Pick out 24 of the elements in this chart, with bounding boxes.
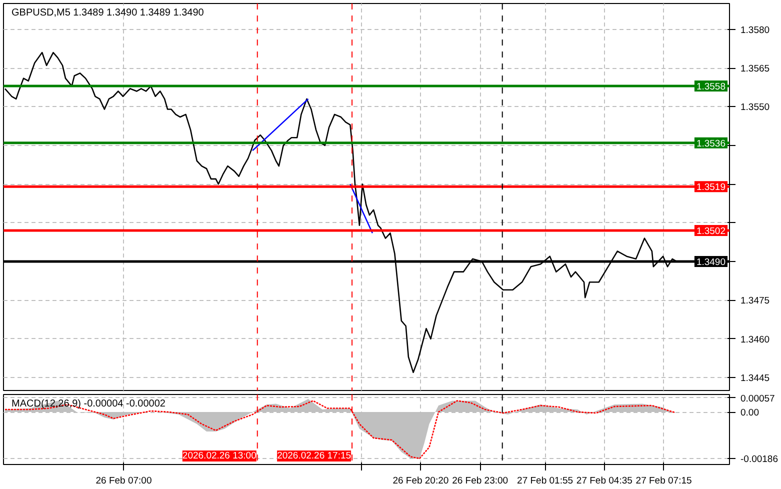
ref-line-label: 1.3519 [696, 182, 726, 194]
ref-line-label: 1.3558 [696, 82, 726, 93]
ref-line-label: 2026.02.26 17:15 [277, 450, 352, 462]
y-tick-label: -0.00186 [740, 454, 778, 465]
x-tick-label: 26 Feb 07:00 [96, 476, 152, 486]
x-tick-label: 27 Feb 07:15 [636, 476, 692, 486]
y-tick-label: 1.3460 [740, 334, 770, 346]
x-tick-label: 26 Feb 20:20 [392, 476, 449, 486]
ref-line-label: 1.3490 [696, 257, 726, 268]
chart-title: GBPUSD,M5 1.3489 1.3490 1.3489 1.3490 [12, 8, 204, 18]
x-tick-label: 27 Feb 04:35 [576, 476, 632, 486]
y-tick-label: 1.3565 [740, 64, 770, 74]
y-tick-label: 1.3550 [740, 102, 770, 114]
ref-line-label: 2026.02.26 13:00 [182, 450, 256, 462]
x-tick-label: 26 Feb 23:00 [452, 476, 508, 486]
ref-line-label: 1.3502 [696, 226, 726, 238]
y-tick-label: 1.3580 [740, 24, 770, 36]
chart-title: MACD(12,26,9) -0.00004 -0.00002 [12, 398, 166, 410]
y-tick-label: 0.00057 [740, 393, 775, 404]
x-tick-label: 27 Feb 01:55 [517, 476, 574, 486]
ref-line-label: 1.3536 [696, 138, 726, 150]
y-tick-label: 1.3445 [740, 373, 770, 384]
y-tick-label: 0.00 [740, 408, 759, 418]
y-tick-label: 1.3475 [740, 296, 770, 307]
